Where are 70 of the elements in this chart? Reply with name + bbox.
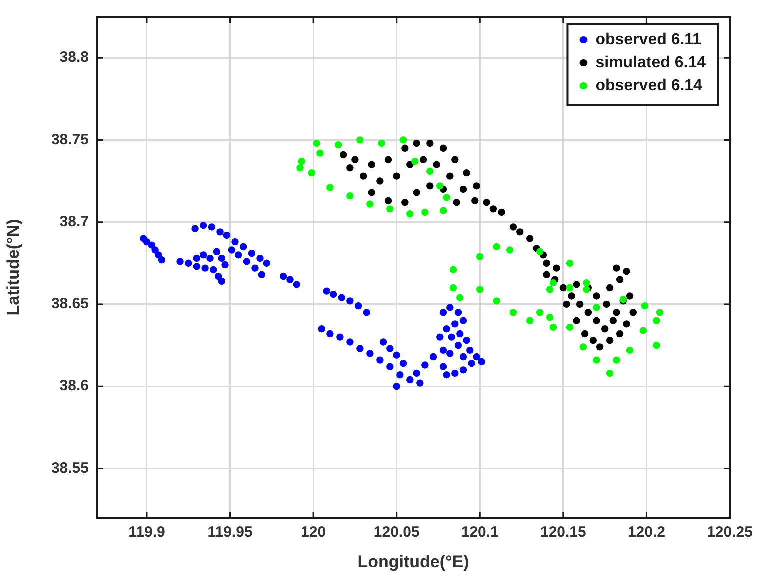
point (366, 200, 374, 208)
y-tick-label: 38.75 (51, 131, 89, 148)
y-tick-label: 38.65 (51, 296, 89, 313)
point (613, 356, 620, 364)
point (308, 169, 316, 177)
point (536, 248, 544, 256)
point (593, 356, 600, 364)
point (626, 346, 634, 354)
legend-label: observed 6.11 (596, 31, 702, 48)
point (422, 208, 429, 216)
point (546, 286, 554, 294)
point (326, 184, 334, 192)
x-tick-label: 119.9 (128, 524, 166, 542)
x-axis-title: Longitude(°E) (358, 552, 470, 572)
point (406, 210, 414, 218)
point (550, 324, 558, 332)
point (476, 286, 484, 294)
point (443, 194, 450, 202)
point (476, 253, 484, 260)
point (641, 302, 649, 310)
x-tick-label: 120 (301, 524, 326, 542)
y-tick-label: 38.6 (60, 378, 89, 395)
point (550, 280, 558, 287)
point (653, 342, 660, 350)
point (606, 370, 614, 378)
point (450, 284, 458, 292)
y-tick-label: 38.8 (60, 49, 89, 66)
point (378, 140, 386, 148)
point (640, 327, 647, 334)
point (653, 317, 660, 324)
point (316, 150, 324, 157)
x-tick-label: 119.95 (208, 524, 253, 542)
point (400, 136, 408, 144)
point (493, 298, 500, 305)
point (593, 304, 600, 312)
point (456, 294, 464, 302)
point (546, 314, 554, 322)
legend-label: observed 6.14 (596, 77, 703, 94)
point (313, 140, 320, 148)
point (412, 158, 419, 166)
x-tick-label: 120.05 (374, 524, 420, 542)
point (450, 266, 458, 274)
point (346, 192, 354, 200)
point (440, 207, 448, 214)
point (356, 136, 364, 144)
point (583, 280, 590, 287)
x-tick-label: 120.15 (540, 524, 586, 542)
point (296, 164, 304, 172)
point (536, 309, 544, 316)
point (510, 309, 518, 316)
point (436, 182, 444, 190)
x-tick-label: 120.1 (461, 524, 499, 542)
legend-label: simulated 6.14 (596, 54, 706, 72)
y-tick-label: 38.7 (60, 213, 89, 230)
point (506, 246, 514, 254)
point (656, 309, 664, 316)
point (426, 168, 434, 176)
x-tick-label: 120.25 (707, 524, 753, 542)
point (580, 344, 588, 351)
y-axis-title: Latitude(°N) (4, 219, 23, 316)
point (493, 243, 500, 251)
point (386, 206, 394, 213)
point (298, 158, 306, 166)
point (566, 284, 574, 292)
y-tick-label: 38.55 (51, 460, 89, 477)
point (334, 142, 342, 149)
point (566, 260, 574, 267)
point (566, 324, 574, 332)
point (526, 317, 534, 324)
x-tick-label: 120.2 (628, 524, 666, 542)
